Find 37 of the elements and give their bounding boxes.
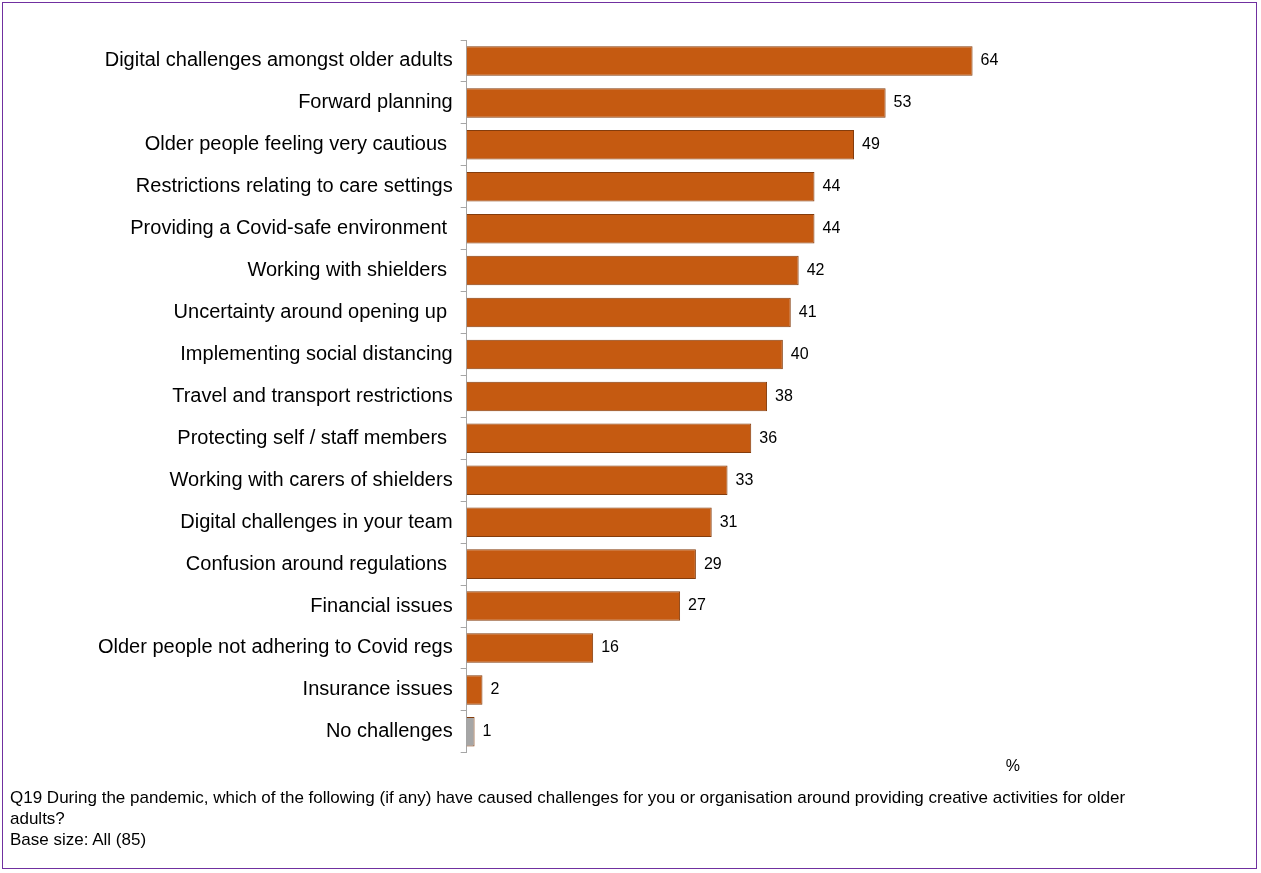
data-label: 53 xyxy=(893,93,912,111)
data-label: 44 xyxy=(822,219,841,237)
y-tick-label: Confusion around regulations xyxy=(185,551,453,574)
y-tick-label: Working with carers of shielders xyxy=(169,467,453,490)
data-label: 29 xyxy=(703,554,722,572)
y-tick-label: No challenges xyxy=(325,719,453,742)
text: Q19 During the pandemic, which of the following (if any) have caused challenges for you or organisation around providing creative activities for older adults? xyxy=(10,787,1127,829)
data-label: 27 xyxy=(688,596,706,614)
y-tick-label: Older people not adhering to Covid regs xyxy=(98,635,453,658)
data-label: 38 xyxy=(775,386,793,404)
data-label: 64 xyxy=(980,51,999,69)
data-label: 31 xyxy=(719,512,738,530)
y-tick-label: Financial issues xyxy=(310,593,453,616)
data-label: 16 xyxy=(601,638,620,656)
y-tick-label: Working with shielders xyxy=(247,258,453,281)
data-label: 44 xyxy=(822,177,841,195)
y-tick-label: Digital challenges amongst older adults xyxy=(104,48,453,71)
data-label: 36 xyxy=(759,428,778,446)
x-axis-title: % xyxy=(1005,756,1020,774)
data-label: 33 xyxy=(735,470,754,488)
data-label: 40 xyxy=(790,344,809,362)
y-tick-label: Insurance issues xyxy=(302,677,453,700)
y-tick-label: Older people feeling very cautious xyxy=(144,132,453,155)
y-tick-label: Providing a Covid-safe environment xyxy=(130,216,453,239)
data-label: 2 xyxy=(490,680,500,698)
y-tick-label: Forward planning xyxy=(298,90,453,113)
y-tick-label: Restrictions relating to care settings xyxy=(135,174,453,197)
data-label: 49 xyxy=(862,135,880,153)
y-tick-label: Protecting self / staff members xyxy=(177,425,453,448)
y-tick-label: Travel and transport restrictions xyxy=(172,383,453,406)
y-tick-label: Uncertainty around opening up xyxy=(173,300,453,323)
data-label: 42 xyxy=(806,261,825,279)
data-label: 41 xyxy=(798,302,817,320)
y-tick-label: Implementing social distancing xyxy=(180,341,453,364)
text: Base size: All (85) xyxy=(10,829,148,850)
y-tick-label: Digital challenges in your team xyxy=(180,509,453,532)
data-label: 1 xyxy=(482,722,492,740)
